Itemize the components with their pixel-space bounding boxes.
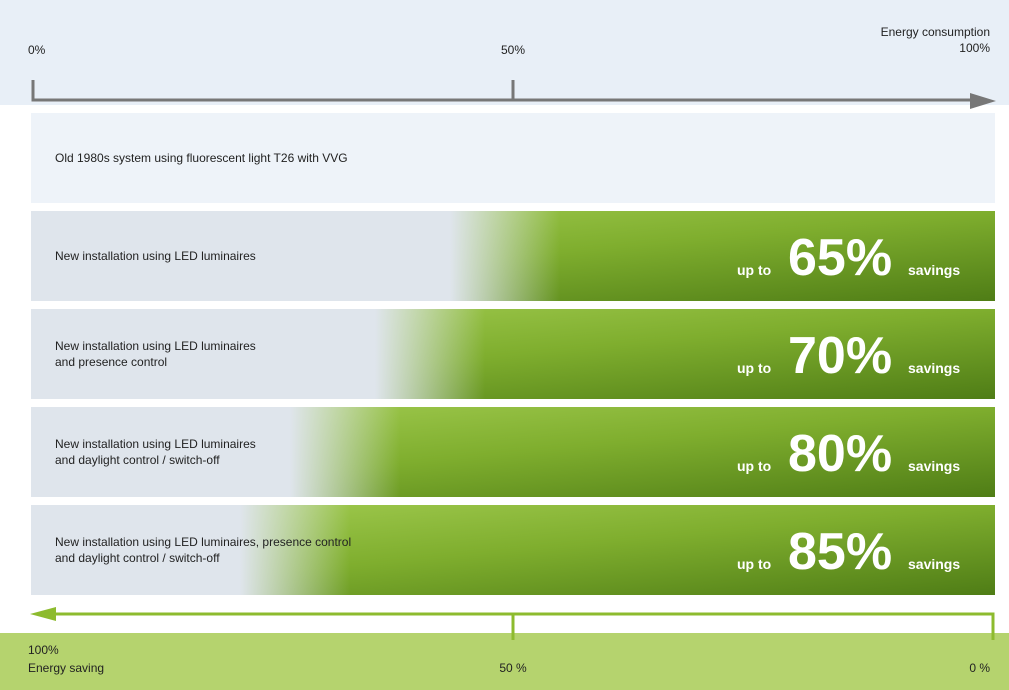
arrow-head xyxy=(30,607,56,621)
row-label: and daylight control / switch-off xyxy=(55,551,220,565)
savings-suffix: savings xyxy=(908,262,960,278)
savings-prefix: up to xyxy=(737,556,771,572)
row-label: New installation using LED luminaires xyxy=(55,437,256,451)
tick-label: 50 % xyxy=(499,661,527,675)
page: 0% 50% Energy consumption 100% Old 1980s… xyxy=(0,0,1009,690)
savings-value: 70% xyxy=(788,327,892,385)
tick-label: 100% xyxy=(28,643,59,657)
rows: Old 1980s system using fluorescent light… xyxy=(31,113,995,595)
tick-label: 0 % xyxy=(969,661,990,675)
axis-title: Energy consumption xyxy=(881,25,990,39)
row-label: and presence control xyxy=(55,355,167,369)
savings-suffix: savings xyxy=(908,458,960,474)
savings-value: 80% xyxy=(788,425,892,483)
savings-prefix: up to xyxy=(737,360,771,376)
tick-label: 100% xyxy=(959,41,990,55)
savings-prefix: up to xyxy=(737,262,771,278)
row-label: Old 1980s system using fluorescent light… xyxy=(55,151,348,165)
tick-label: 50% xyxy=(501,43,525,57)
infographic: 0% 50% Energy consumption 100% Old 1980s… xyxy=(0,0,1009,690)
tick-label: 0% xyxy=(28,43,46,57)
savings-suffix: savings xyxy=(908,360,960,376)
row-label: New installation using LED luminaires, p… xyxy=(55,535,351,549)
axis-title: Energy saving xyxy=(28,661,104,675)
savings-value: 65% xyxy=(788,229,892,287)
row-label: New installation using LED luminaires xyxy=(55,249,256,263)
savings-value: 85% xyxy=(788,523,892,581)
savings-suffix: savings xyxy=(908,556,960,572)
savings-prefix: up to xyxy=(737,458,771,474)
row-label: New installation using LED luminaires xyxy=(55,339,256,353)
row-label: and daylight control / switch-off xyxy=(55,453,220,467)
